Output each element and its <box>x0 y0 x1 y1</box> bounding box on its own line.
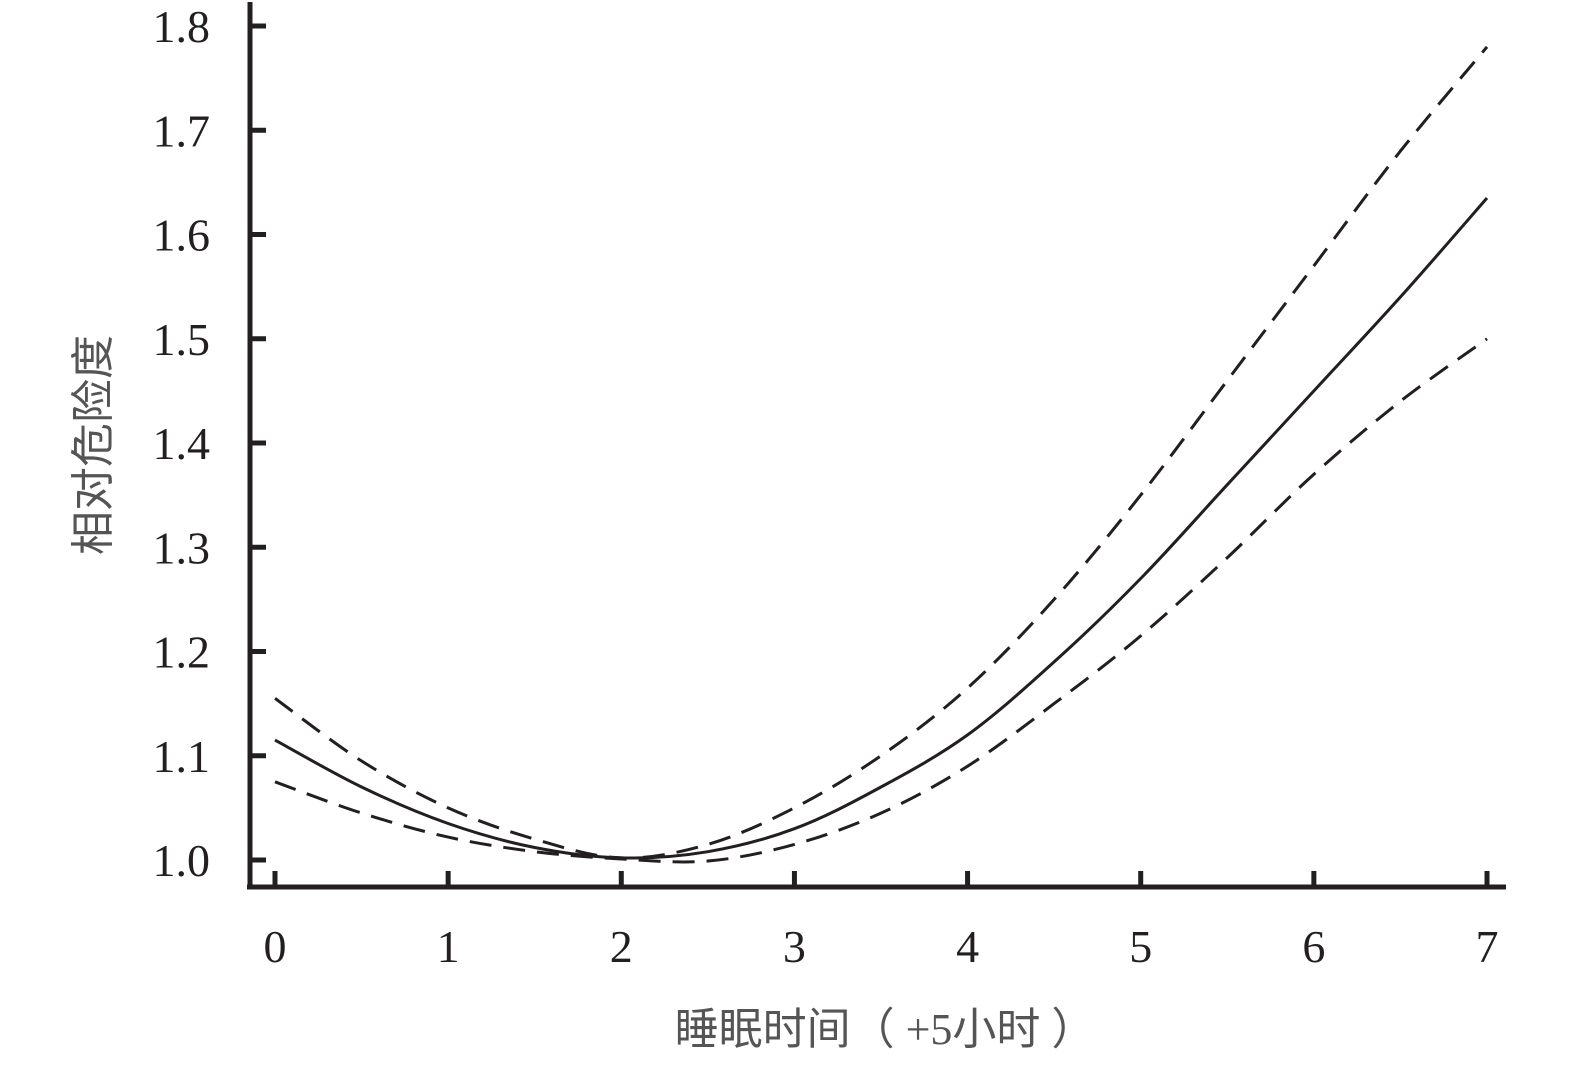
tick-marks <box>250 23 1490 887</box>
y-axis-title: 相对危险度 <box>69 335 118 555</box>
x-tick-label: 7 <box>1476 921 1499 972</box>
ci-bound-line-2 <box>274 337 1488 864</box>
x-tick-label: 6 <box>1302 921 1325 972</box>
x-tick-label: 1 <box>437 921 460 972</box>
tick-labels: 0 1 2 3 4 5 6 7 1.0 1.1 1.2 1.3 1.4 1.5 1.6 1.7 1.8 <box>153 1 1499 972</box>
x-tick-label: 0 <box>264 921 287 972</box>
y-tick-label: 1.0 <box>153 835 211 886</box>
series-lines <box>274 45 1489 864</box>
y-tick-label: 1.1 <box>153 731 211 782</box>
x-tick-label: 3 <box>783 921 806 972</box>
estimate-line <box>274 197 1489 860</box>
y-tick-label: 1.3 <box>153 522 211 573</box>
x-axis-title: 睡眠时间（ +5小时 ） <box>675 1005 1096 1054</box>
y-tick-label: 1.5 <box>153 314 211 365</box>
axes <box>247 2 1506 890</box>
y-tick-label: 1.4 <box>153 418 211 469</box>
y-tick-label: 1.8 <box>153 1 211 52</box>
x-tick-label: 2 <box>610 921 633 972</box>
x-tick-label: 5 <box>1129 921 1152 972</box>
ci-bound-line-1 <box>274 45 1489 860</box>
y-tick-label: 1.7 <box>153 105 211 156</box>
y-tick-label: 1.2 <box>153 627 211 678</box>
y-tick-label: 1.6 <box>153 210 211 261</box>
x-tick-label: 4 <box>956 921 979 972</box>
